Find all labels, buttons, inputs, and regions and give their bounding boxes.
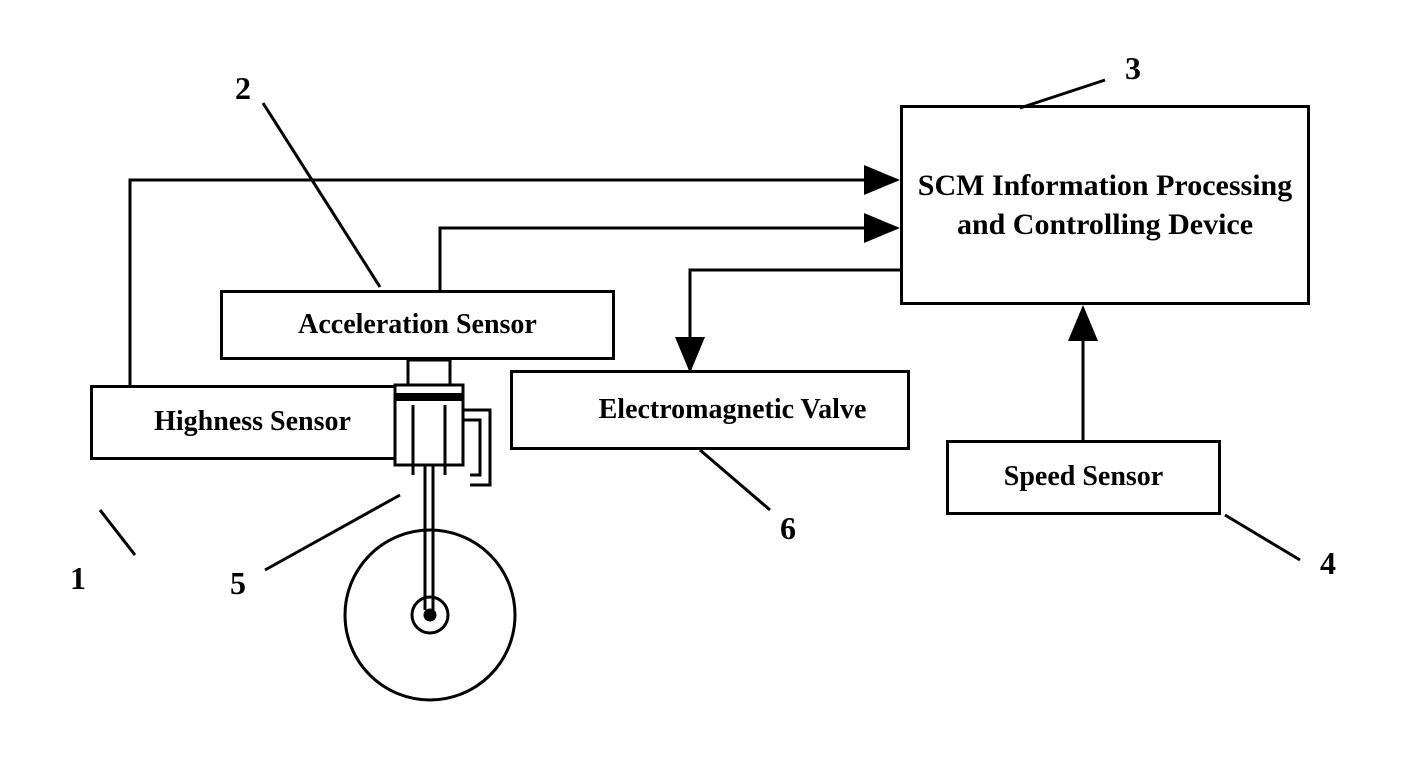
scm-device-box: SCM Information Processing and Controlli…	[900, 105, 1310, 305]
electromagnetic-valve-box: Electromagnetic Valve	[510, 370, 910, 450]
arrow-accel-to-scm	[440, 228, 897, 290]
strut-side-tube-outer	[463, 410, 490, 485]
wheel-inner	[412, 597, 448, 633]
speed-sensor-box: Speed Sensor	[946, 440, 1221, 515]
ref-6: 6	[780, 510, 796, 547]
ref-line-6	[700, 450, 770, 510]
ref-line-4	[1225, 515, 1300, 560]
acceleration-sensor-label: Acceleration Sensor	[298, 307, 537, 343]
ref-line-2	[263, 103, 380, 287]
ref-4: 4	[1320, 545, 1336, 582]
arrow-scm-to-valve	[690, 270, 900, 370]
ref-3: 3	[1125, 50, 1141, 87]
wheel-hub	[425, 610, 435, 620]
highness-sensor-label: Highness Sensor	[154, 404, 351, 440]
ref-line-1	[100, 510, 135, 555]
strut-side-tube-inner	[463, 420, 480, 475]
ref-line-3	[1020, 80, 1105, 108]
ref-1: 1	[70, 560, 86, 597]
wheel-outer	[345, 530, 515, 700]
electromagnetic-valve-label: Electromagnetic Valve	[599, 392, 867, 428]
ref-2: 2	[235, 70, 251, 107]
speed-sensor-label: Speed Sensor	[1004, 459, 1163, 495]
strut-top-block	[408, 360, 450, 385]
highness-sensor-box: Highness Sensor	[90, 385, 415, 460]
acceleration-sensor-box: Acceleration Sensor	[220, 290, 615, 360]
ref-5: 5	[230, 565, 246, 602]
scm-device-label: SCM Information Processing and Controlli…	[913, 166, 1297, 244]
ref-line-5	[265, 495, 400, 570]
